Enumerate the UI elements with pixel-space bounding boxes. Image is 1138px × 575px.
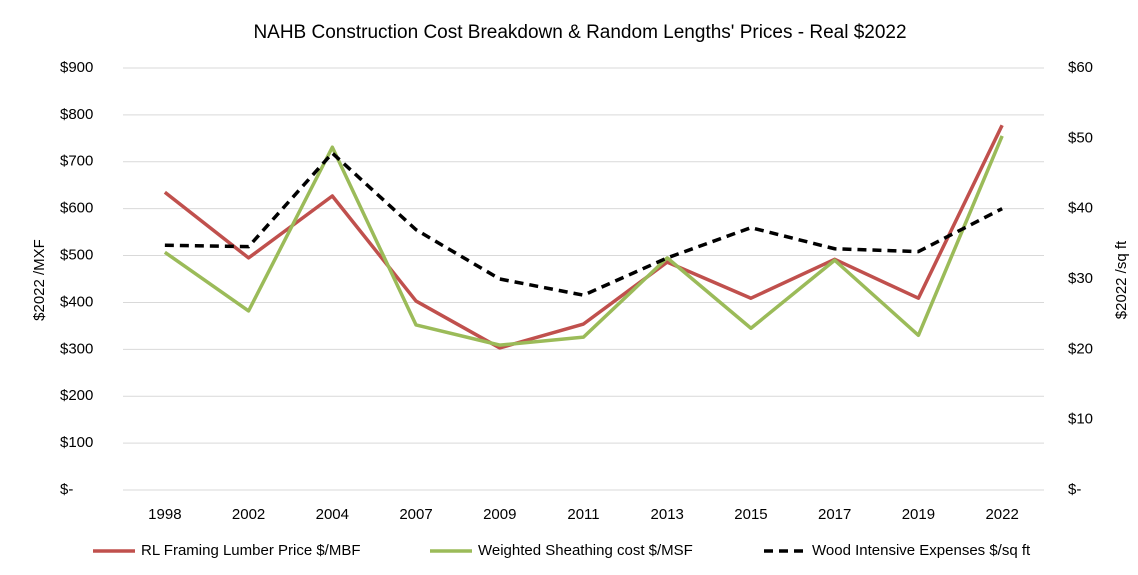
y-tick-label: $- (60, 481, 73, 498)
y-tick-label: $800 (60, 106, 93, 123)
y-tick-label: $300 (60, 340, 93, 357)
x-tick-label: 2017 (818, 506, 851, 523)
legend-label: Weighted Sheathing cost $/MSF (478, 542, 693, 559)
x-tick-label: 2007 (399, 506, 432, 523)
y-tick-label: $900 (60, 59, 93, 76)
y-axis-label: $2022 /MXF (31, 239, 48, 321)
y-tick-label: $100 (60, 434, 93, 451)
x-tick-label: 2013 (651, 506, 684, 523)
series-line (163, 124, 1004, 350)
x-tick-label: 2004 (316, 506, 349, 523)
y-tick-label: $700 (60, 153, 93, 170)
y-tick-label: $600 (60, 200, 93, 217)
x-tick-label: 1998 (148, 506, 181, 523)
y-tick-label: $400 (60, 293, 93, 310)
y2-tick-label: $20 (1068, 340, 1093, 357)
x-tick-label: 2011 (567, 506, 599, 523)
y2-tick-label: $50 (1068, 129, 1093, 146)
series-line (164, 151, 1003, 297)
x-tick-label: 2019 (902, 506, 935, 523)
legend-label: RL Framing Lumber Price $/MBF (141, 542, 361, 559)
y2-tick-label: $60 (1068, 59, 1093, 76)
y-tick-label: $500 (60, 247, 93, 264)
x-tick-label: 2015 (734, 506, 767, 523)
y2-tick-label: $- (1068, 481, 1081, 498)
y-tick-label: $200 (60, 387, 93, 404)
x-tick-label: 2002 (232, 506, 265, 523)
y2-tick-label: $40 (1068, 200, 1093, 217)
series-line (163, 135, 1004, 347)
y2-tick-label: $30 (1068, 270, 1093, 287)
y2-axis-label: $2022 /sq ft (1113, 240, 1130, 319)
y2-tick-label: $10 (1068, 411, 1093, 428)
x-tick-label: 2022 (985, 506, 1018, 523)
legend-label: Wood Intensive Expenses $/sq ft (812, 542, 1031, 559)
chart-title: NAHB Construction Cost Breakdown & Rando… (253, 22, 906, 43)
x-tick-label: 2009 (483, 506, 516, 523)
